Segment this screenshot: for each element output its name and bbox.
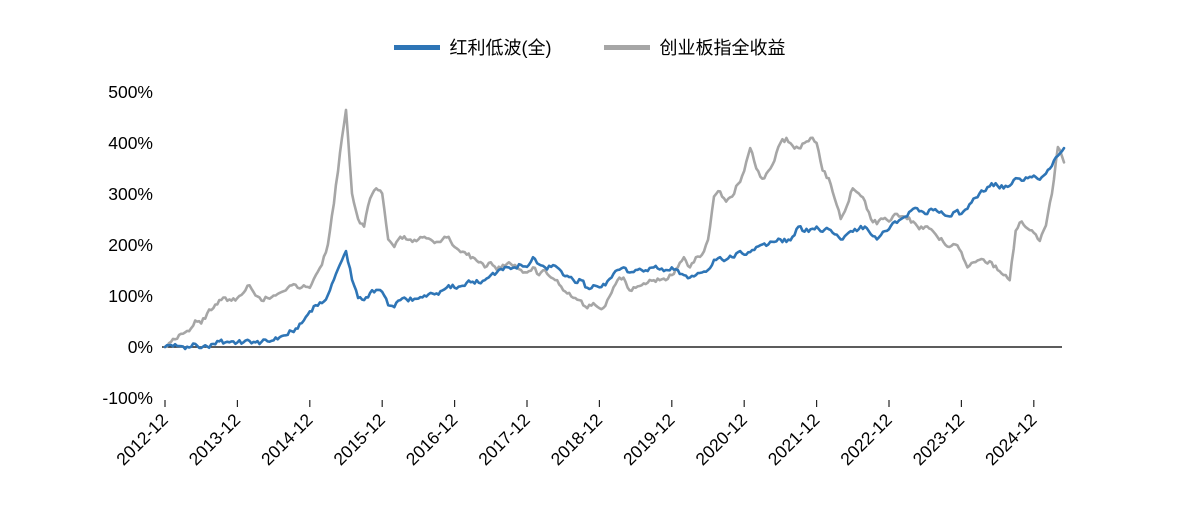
svg-text:300%: 300% — [108, 184, 153, 204]
svg-text:400%: 400% — [108, 133, 153, 153]
x-axis-tick-labels: 2012-12 2013-12 2014-12 2015-12 2016-12 2017-… — [112, 400, 1041, 470]
svg-text:2014-12: 2014-12 — [257, 410, 317, 470]
svg-text:2019-12: 2019-12 — [619, 410, 679, 470]
chart-legend: 红利低波(全) 创业板指全收益 — [0, 34, 1179, 60]
svg-text:2021-12: 2021-12 — [764, 410, 824, 470]
legend-swatch-chinext-total-return — [603, 44, 650, 50]
series-line-0 — [163, 146, 1066, 351]
legend-label-chinext-total-return: 创业板指全收益 — [659, 38, 786, 58]
legend-label-dividend-low-vol: 红利低波(全) — [449, 38, 552, 58]
svg-text:2016-12: 2016-12 — [402, 410, 462, 470]
svg-text:2012-12: 2012-12 — [112, 410, 172, 470]
legend-item-dividend-low-vol: 红利低波(全) — [393, 34, 552, 60]
svg-text:2023-12: 2023-12 — [909, 410, 969, 470]
legend-item-chinext-total-return: 创业板指全收益 — [603, 34, 786, 60]
svg-text:2015-12: 2015-12 — [329, 410, 389, 470]
legend-swatch-dividend-low-vol — [393, 44, 440, 50]
svg-text:2020-12: 2020-12 — [691, 410, 751, 470]
svg-text:100%: 100% — [108, 286, 153, 306]
svg-text:2024-12: 2024-12 — [981, 410, 1041, 470]
svg-text:200%: 200% — [108, 235, 153, 255]
svg-text:2018-12: 2018-12 — [547, 410, 607, 470]
y-axis-tick-labels: 500% 400% 300% 200% 100% 0% -100% — [102, 82, 153, 408]
svg-text:0%: 0% — [128, 337, 153, 357]
svg-text:2017-12: 2017-12 — [474, 410, 534, 470]
series-line-1 — [163, 108, 1066, 349]
svg-text:2022-12: 2022-12 — [836, 410, 896, 470]
svg-text:500%: 500% — [108, 82, 153, 102]
svg-text:2013-12: 2013-12 — [185, 410, 245, 470]
svg-text:-100%: -100% — [102, 388, 153, 408]
